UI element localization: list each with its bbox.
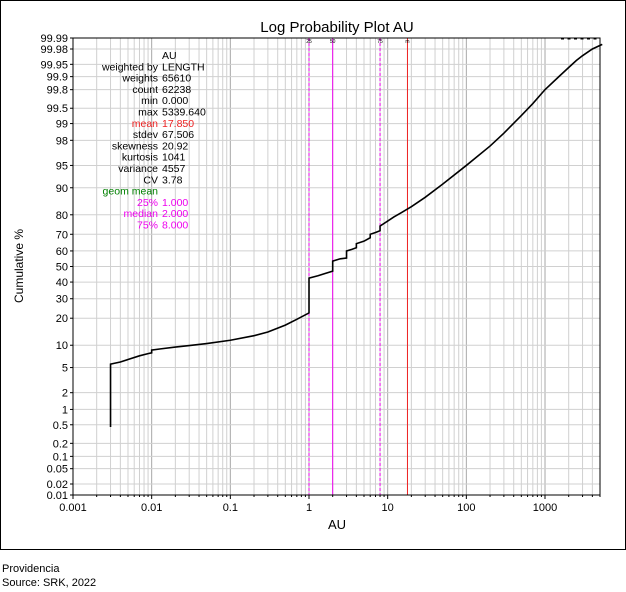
stat-label: count: [132, 84, 158, 96]
stat-value: AU: [162, 50, 177, 62]
data-series: [109, 38, 603, 427]
stat-value: 17.850: [162, 118, 194, 130]
y-tick-label: 99: [56, 119, 68, 131]
x-tick-label: 0.1: [223, 502, 238, 514]
stat-value: 20.92: [162, 140, 188, 152]
y-tick-label: 40: [56, 277, 68, 289]
stat-value: 1.000: [162, 197, 188, 209]
y-tick-label: 0.5: [53, 420, 68, 432]
y-tick-label: 5: [62, 363, 68, 375]
y-tick-label: 95: [56, 160, 68, 172]
reference-line-label: 50: [330, 39, 336, 45]
grid-lines: [72, 37, 601, 496]
stat-label: weights: [121, 73, 158, 85]
x-axis-label: AU: [328, 517, 346, 532]
stat-label: min: [141, 95, 158, 107]
stat-value: 0.000: [162, 95, 188, 107]
stat-value: LENGTH: [162, 61, 205, 73]
caption-location: Providencia: [2, 563, 60, 575]
x-tick-label: 1: [306, 502, 312, 514]
stat-value: 62238: [162, 84, 191, 96]
stat-label: CV: [143, 174, 158, 186]
y-tick-label: 50: [56, 262, 68, 274]
stat-label: max: [138, 107, 159, 119]
stat-label: variance: [118, 163, 158, 175]
x-tick-label: 0.001: [59, 502, 87, 514]
y-tick-label: 10: [56, 340, 68, 352]
y-tick-label: 60: [56, 246, 68, 258]
reference-line-label: 25: [306, 39, 312, 45]
x-tick-label: 0.01: [141, 502, 162, 514]
stat-value: 67.506: [162, 129, 194, 141]
y-tick-label: 99.5: [47, 103, 68, 115]
y-tick-label: 99.98: [40, 44, 68, 56]
y-tick-label: 1: [62, 404, 68, 416]
x-tick-label: 1000: [533, 502, 557, 514]
caption-source: Source: SRK, 2022: [2, 577, 97, 589]
y-tick-label: 0.1: [53, 451, 68, 463]
y-tick-label: 20: [56, 313, 68, 325]
y-tick-label: 99.95: [40, 59, 68, 71]
y-tick-label: 99.9: [47, 72, 68, 84]
x-axis-ticks: 0.001 0.01 0.1 1 10 100 1000: [59, 495, 601, 514]
stat-value: 2.000: [162, 208, 188, 220]
stat-label: median: [124, 208, 159, 220]
y-tick-label: 80: [56, 210, 68, 222]
stat-label: mean: [132, 118, 158, 130]
y-tick-label: 99.99: [40, 33, 68, 45]
probability-plot: 25 50 75 m 0.001 0.01 0.1 1 10 100 1000 0.010.020…: [12, 19, 603, 532]
stat-label: stdev: [133, 129, 159, 141]
stat-label: kurtosis: [122, 152, 158, 164]
y-tick-label: 98: [56, 135, 68, 147]
reference-line-label: 75: [377, 39, 383, 45]
y-tick-label: 90: [56, 183, 68, 195]
stat-value: 4557: [162, 163, 186, 175]
y-tick-label: 0.05: [47, 464, 68, 476]
y-tick-label: 0.02: [47, 479, 68, 491]
figure-frame: 25 50 75 m 0.001 0.01 0.1 1 10 100 1000 0.01 0.02 0…: [0, 0, 626, 550]
stat-value: 1041: [162, 152, 186, 164]
stat-label: geom mean: [103, 186, 159, 198]
stat-label: weighted by: [101, 61, 159, 73]
y-axis-label: Cumulative %: [12, 229, 26, 303]
y-tick-label: 70: [56, 229, 68, 241]
x-tick-label: 10: [382, 502, 394, 514]
stat-value: 5339.640: [162, 107, 206, 119]
y-tick-label: 0.01: [47, 490, 68, 502]
y-tick-label: 30: [56, 294, 68, 306]
y-tick-label: 0.2: [53, 438, 68, 450]
stat-label: 75%: [137, 220, 158, 232]
stat-value: 8.000: [162, 220, 188, 232]
cumulative-curve: [109, 43, 603, 427]
y-tick-label: 2: [62, 388, 68, 400]
stat-label: skewness: [112, 140, 158, 152]
y-axis-ticks: 0.010.02 0.050.10.2 0.5 1 2 5 10 20 30 40 50 60 70 80…: [40, 33, 73, 502]
stat-value: 65610: [162, 73, 191, 85]
y-tick-label: 99.8: [47, 85, 68, 97]
reference-line-label: m: [405, 39, 409, 45]
x-tick-label: 100: [457, 502, 475, 514]
stat-label: 25%: [137, 197, 158, 209]
chart-title: Log Probability Plot AU: [260, 19, 413, 36]
stat-value: 3.78: [162, 174, 183, 186]
